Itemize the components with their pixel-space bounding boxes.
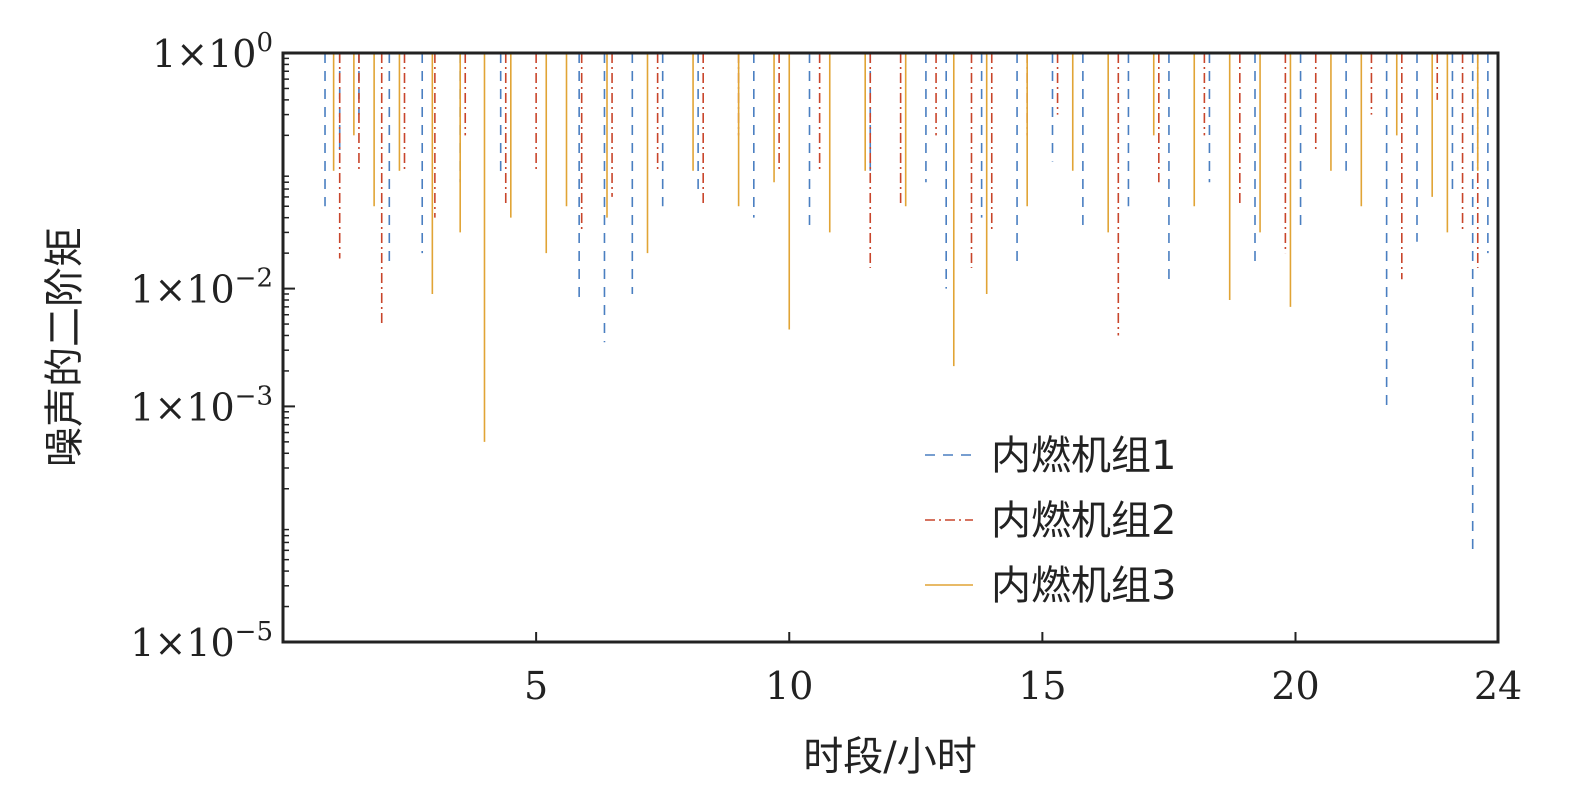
- y-tick-base: 1×10: [152, 32, 256, 76]
- series-内燃机组3: [332, 53, 1498, 442]
- legend-label: 内燃机组1: [991, 433, 1176, 479]
- x-tick-label: 24: [1474, 664, 1522, 708]
- plot-frame: [281, 51, 1500, 644]
- y-tick-base: 1×10: [130, 621, 234, 665]
- y-tick-base: 1×10: [130, 385, 234, 429]
- legend-label: 内燃机组3: [991, 563, 1176, 609]
- y-tick-exponent: −3: [235, 381, 273, 411]
- y-tick-exponent: 0: [256, 28, 273, 58]
- series-layer: [324, 53, 1498, 551]
- y-tick-label: 1×10−5: [130, 617, 273, 665]
- y-tick-label: 1×10−3: [130, 381, 273, 429]
- legend-label: 内燃机组2: [991, 498, 1176, 544]
- series-内燃机组1: [324, 53, 1498, 551]
- y-tick-label: 1×10−2: [130, 264, 273, 312]
- x-tick-label: 5: [524, 664, 548, 708]
- x-tick-label: 15: [1018, 664, 1066, 708]
- y-tick-exponent: −2: [235, 264, 273, 294]
- y-tick-label: 1×100: [152, 28, 273, 76]
- x-tick-label: 20: [1271, 664, 1319, 708]
- series-内燃机组2: [338, 53, 1498, 336]
- legend: 内燃机组1 内燃机组2 内燃机组3: [925, 433, 1176, 609]
- y-axis-title: 噪声的二阶矩: [42, 227, 88, 467]
- y-tick-exponent: −5: [235, 617, 273, 647]
- x-axis: 5 10 15 20 24: [524, 632, 1522, 708]
- x-axis-title: 时段/小时: [803, 734, 976, 780]
- x-tick-label: 10: [765, 664, 813, 708]
- y-tick-base: 1×10: [130, 268, 234, 312]
